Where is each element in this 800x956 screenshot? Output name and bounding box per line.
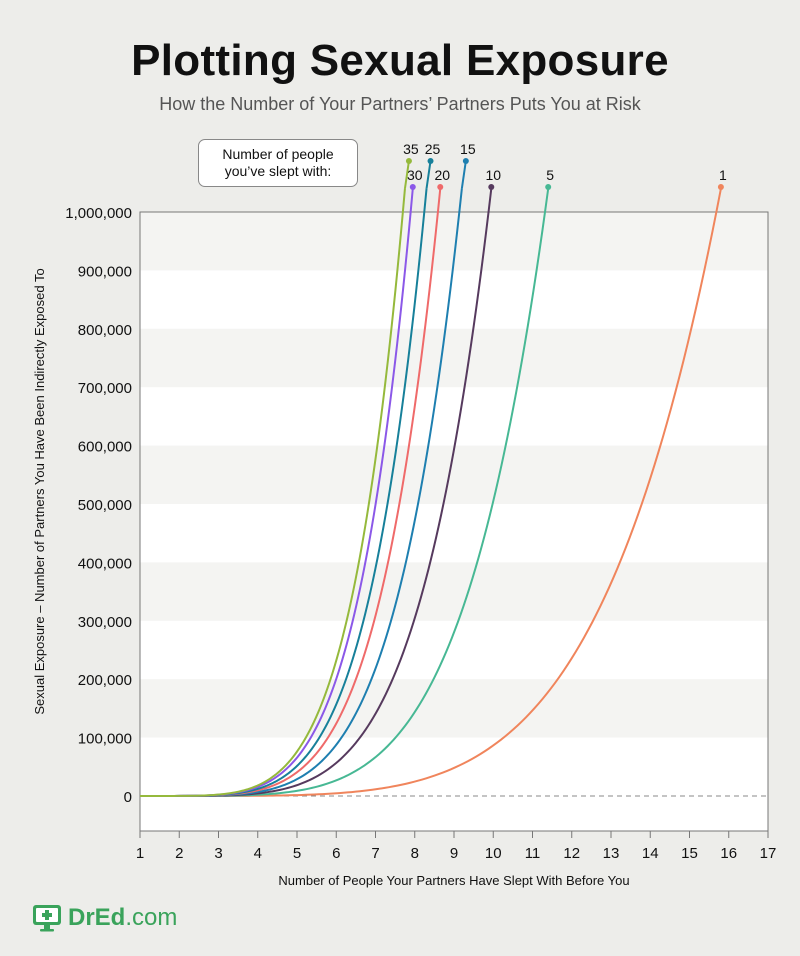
series-label-1: 1 [719,167,727,183]
y-tick-label: 200,000 [78,672,132,689]
series-label-25: 25 [425,141,441,157]
chart-title: Plotting Sexual Exposure [131,36,669,85]
x-tick-label: 4 [254,845,262,862]
series-connector-15 [460,160,467,189]
series-end-marker-25 [427,158,434,164]
grid-band [140,562,768,621]
series-connector-25 [425,160,432,189]
x-tick-label: 15 [681,845,698,862]
x-axis-label: Number of People Your Partners Have Slep… [278,873,629,888]
series-label-35: 35 [403,141,419,157]
y-tick-label: 100,000 [78,731,132,748]
series-label-5: 5 [546,167,554,183]
x-tick-label: 13 [603,845,620,862]
x-tick-label: 3 [214,845,222,862]
x-tick-label: 12 [563,845,580,862]
x-tick-label: 1 [136,845,144,862]
series-end-marker-30 [409,184,416,190]
y-axis: 0 100,000 200,000 300,000 400,000 500,000 600,… [65,205,132,806]
series-end-marker-20 [437,184,444,190]
y-tick-label: 700,000 [78,380,132,397]
logo-wordmark: DrEd.com [68,904,177,932]
legend-title-box: Number of people you’ve slept with: [198,139,358,187]
x-tick-label: 5 [293,845,301,862]
medical-monitor-icon [33,905,61,932]
grid-band [140,445,768,504]
legend-title-line-1: Number of people [222,146,334,162]
x-tick-label: 11 [525,845,541,862]
series-label-10: 10 [485,167,501,183]
y-tick-label: 900,000 [78,263,132,280]
series-end-marker-35 [405,158,412,164]
x-tick-label: 10 [485,845,502,862]
logo-name: DrEd [68,904,126,931]
y-axis-label: Sexual Exposure – Number of Partners You… [32,268,47,714]
y-tick-label: 0 [124,789,132,806]
grid-bands [140,212,768,831]
legend-title-line-2: you’ve slept with: [224,163,332,179]
chart-subtitle: How the Number of Your Partners’ Partner… [159,94,641,114]
x-tick-label: 17 [760,845,777,862]
x-tick-label: 16 [720,845,737,862]
series-end-marker-15 [462,158,469,164]
y-tick-label: 500,000 [78,497,132,514]
x-tick-label: 7 [371,845,379,862]
y-tick-label: 600,000 [78,439,132,456]
x-tick-label: 6 [332,845,340,862]
series-end-marker-10 [488,184,495,190]
grid-band [140,679,768,738]
y-tick-label: 800,000 [78,322,132,339]
x-tick-label: 14 [642,845,659,862]
x-tick-label: 9 [450,845,458,862]
y-tick-label: 300,000 [78,614,132,631]
x-tick-label: 8 [411,845,419,862]
series-end-marker-5 [545,184,552,190]
series-line-35 [140,188,406,797]
series-label-20: 20 [434,167,450,183]
dred-logo[interactable]: DrEd.com [32,900,177,936]
series-label-15: 15 [460,141,476,157]
series-end-marker-1 [717,184,724,190]
series-connector-35 [403,160,410,189]
plot-background [140,212,768,831]
series-label-30: 30 [407,167,423,183]
y-tick-label: 400,000 [78,555,132,572]
y-tick-label: 1,000,000 [65,205,132,222]
x-axis: 1 2 3 4 5 6 7 8 9 10 11 12 13 14 15 16 17 [136,831,777,862]
x-tick-label: 2 [175,845,183,862]
grid-band [140,328,768,388]
logo-suffix: .com [125,904,178,931]
